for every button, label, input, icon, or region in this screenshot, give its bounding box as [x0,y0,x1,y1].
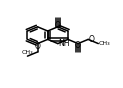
Text: O: O [55,21,61,30]
Text: O: O [89,35,95,44]
Text: NH: NH [58,39,70,48]
Text: O: O [75,41,81,50]
Text: O: O [35,42,40,51]
Text: CH₃: CH₃ [22,50,33,55]
Text: CH₃: CH₃ [99,41,111,46]
